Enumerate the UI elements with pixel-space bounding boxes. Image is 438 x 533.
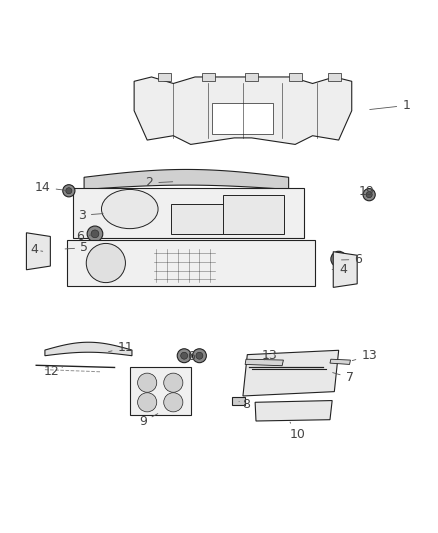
Text: 5: 5 [65,241,88,254]
Text: 9: 9 [139,414,158,429]
Polygon shape [134,77,352,144]
Text: 12: 12 [43,365,62,378]
Bar [223,195,284,234]
Text: 3: 3 [78,208,103,222]
Bar [328,74,341,82]
Polygon shape [330,359,350,365]
Circle shape [363,189,375,201]
Text: 13: 13 [261,349,277,362]
Polygon shape [245,359,283,366]
Text: 4: 4 [30,244,43,256]
Polygon shape [333,252,357,287]
Text: 4: 4 [332,263,347,277]
Circle shape [177,349,191,362]
Circle shape [335,255,343,263]
Text: 6: 6 [187,350,194,363]
Polygon shape [45,342,132,356]
Circle shape [66,188,72,194]
Text: 1: 1 [370,99,410,112]
Text: 11: 11 [109,342,133,354]
Circle shape [91,230,99,238]
Circle shape [87,226,103,241]
Text: 8: 8 [239,398,250,411]
Text: 14: 14 [35,181,66,194]
Text: 6: 6 [76,230,92,243]
Circle shape [366,192,372,198]
Circle shape [138,393,157,412]
Text: 10: 10 [290,422,305,441]
Circle shape [196,352,203,359]
Bar [289,74,302,82]
Polygon shape [243,350,339,396]
Circle shape [331,251,346,267]
Circle shape [86,244,125,282]
Polygon shape [84,169,289,189]
Ellipse shape [102,189,158,229]
Bar [158,74,171,82]
Bar [130,367,191,415]
Circle shape [63,184,75,197]
Bar [73,188,304,238]
Circle shape [138,373,157,392]
Polygon shape [255,400,332,421]
Bar [201,74,215,82]
Text: 13: 13 [352,349,377,362]
Text: 6: 6 [342,253,362,266]
Bar [212,103,273,134]
Polygon shape [26,233,50,270]
Circle shape [164,373,183,392]
Bar [245,74,258,82]
Text: 19: 19 [359,185,375,198]
Polygon shape [232,397,245,405]
Text: 2: 2 [145,176,173,189]
Circle shape [181,352,187,359]
Circle shape [164,393,183,412]
Bar [171,204,237,234]
Bar [67,240,315,286]
Circle shape [192,349,206,362]
Text: 7: 7 [332,371,353,384]
